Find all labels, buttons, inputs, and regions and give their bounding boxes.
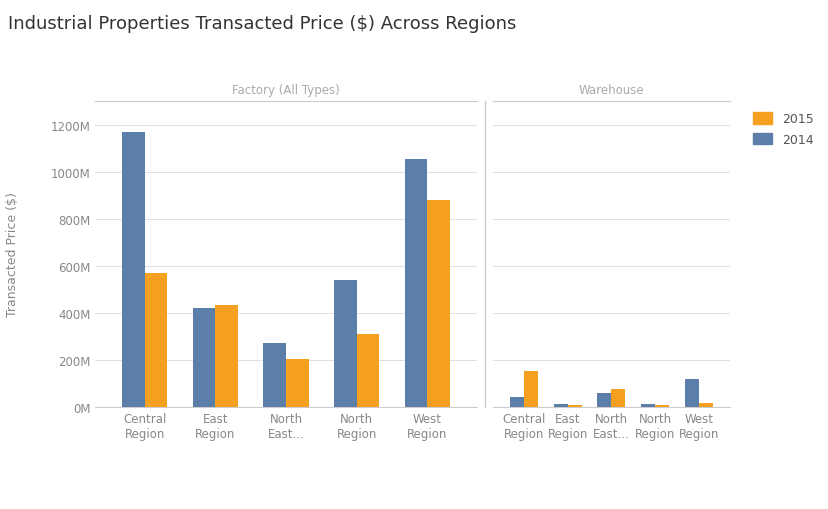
Bar: [286, 359, 308, 407]
Bar: [640, 404, 654, 407]
Bar: [193, 308, 215, 407]
Bar: [553, 404, 567, 407]
Bar: [263, 344, 286, 407]
Bar: [404, 159, 426, 407]
Text: Industrial Properties Transacted Price ($) Across Regions: Industrial Properties Transacted Price (…: [8, 15, 516, 33]
Title: Factory (All Types): Factory (All Types): [232, 83, 339, 97]
Bar: [698, 403, 712, 407]
Bar: [145, 273, 167, 407]
Bar: [611, 389, 624, 407]
Bar: [215, 305, 238, 407]
Bar: [684, 379, 698, 407]
Bar: [509, 398, 523, 407]
Bar: [597, 393, 611, 407]
Text: Transacted Price ($): Transacted Price ($): [6, 192, 19, 317]
Bar: [356, 334, 378, 407]
Bar: [122, 132, 145, 407]
Bar: [426, 201, 450, 407]
Bar: [654, 405, 668, 407]
Title: Warehouse: Warehouse: [578, 83, 643, 97]
Bar: [334, 280, 356, 407]
Bar: [523, 371, 537, 407]
Bar: [567, 405, 581, 407]
Legend: 2015, 2014: 2015, 2014: [747, 108, 817, 152]
